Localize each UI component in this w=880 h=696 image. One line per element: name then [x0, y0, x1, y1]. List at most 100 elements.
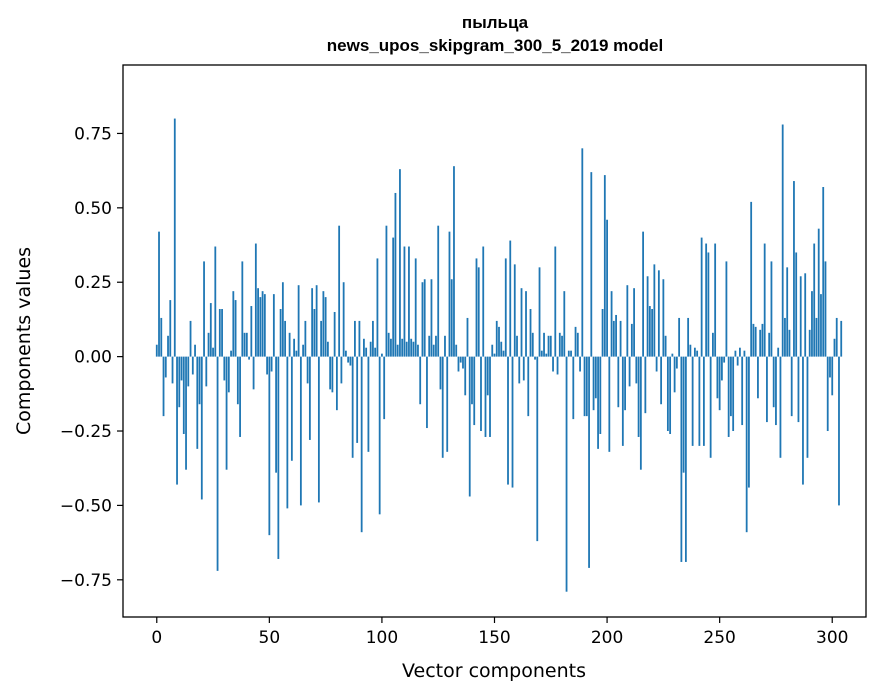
bar-195 — [594, 356, 597, 399]
bar-67 — [306, 356, 309, 384]
bar-161 — [518, 356, 521, 384]
bar-191 — [585, 356, 588, 417]
bar-285 — [797, 356, 800, 423]
bar-204 — [615, 314, 617, 357]
y-tick-label: 0.50 — [74, 199, 112, 219]
bar-4 — [164, 356, 167, 378]
bar-156 — [507, 356, 509, 485]
bar-272 — [768, 332, 771, 357]
bar-71 — [315, 285, 318, 357]
bar-96 — [372, 320, 374, 357]
bar-1 — [158, 231, 160, 357]
bar-198 — [601, 309, 604, 357]
bar-11 — [180, 356, 183, 381]
bar-279 — [784, 317, 786, 357]
bar-43 — [252, 356, 255, 390]
bar-208 — [624, 356, 626, 411]
bar-144 — [480, 356, 482, 432]
plot-frame — [122, 64, 867, 618]
bar-94 — [367, 356, 370, 452]
bar-18 — [196, 356, 199, 449]
bar-82 — [340, 356, 343, 384]
bar-263 — [748, 356, 750, 488]
bar-130 — [448, 231, 451, 357]
bar-178 — [556, 356, 559, 375]
y-tick-label: −0.25 — [60, 422, 112, 442]
bar-231 — [675, 356, 678, 369]
bar-274 — [772, 356, 775, 408]
bar-170 — [538, 267, 541, 357]
y-tick-label: −0.50 — [60, 496, 112, 516]
bar-165 — [527, 356, 530, 417]
bar-3 — [162, 356, 165, 417]
bar-262 — [745, 356, 748, 533]
bar-10 — [178, 356, 181, 408]
bar-255 — [730, 356, 732, 417]
bar-294 — [817, 228, 820, 357]
bar-139 — [468, 356, 471, 497]
bar-65 — [302, 344, 305, 357]
bar-258 — [736, 356, 739, 366]
bar-42 — [250, 306, 253, 357]
bar-6 — [169, 300, 172, 357]
bar-233 — [680, 356, 683, 562]
bar-66 — [304, 320, 307, 357]
bar-68 — [308, 356, 311, 440]
bar-126 — [439, 356, 442, 390]
bar-180 — [561, 335, 563, 357]
bar-61 — [293, 338, 296, 357]
bar-281 — [788, 329, 791, 357]
bar-284 — [795, 252, 798, 357]
bar-241 — [698, 356, 701, 446]
bar-157 — [509, 240, 512, 357]
bar-69 — [311, 288, 314, 357]
bar-93 — [365, 347, 368, 357]
bar-60 — [290, 356, 293, 461]
bar-38 — [241, 261, 244, 357]
bar-74 — [322, 291, 325, 357]
bar-136 — [462, 356, 464, 369]
bar-108 — [399, 169, 401, 357]
bar-25 — [212, 347, 214, 357]
bar-121 — [428, 335, 431, 357]
bar-223 — [657, 270, 660, 357]
bar-203 — [612, 320, 615, 357]
bar-205 — [617, 356, 620, 408]
bar-299 — [829, 356, 831, 378]
bar-55 — [279, 309, 282, 357]
bar-92 — [363, 338, 365, 357]
bar-186 — [574, 326, 577, 357]
bar-256 — [732, 356, 735, 432]
bar-22 — [205, 356, 208, 387]
bar-246 — [709, 356, 712, 458]
x-axis: 0 50 100 150 200 250 300 — [151, 617, 848, 648]
bar-41 — [248, 356, 250, 360]
x-tick-label: 50 — [259, 628, 281, 648]
bar-123 — [432, 344, 435, 357]
bar-2 — [160, 317, 163, 357]
bar-271 — [766, 356, 768, 423]
bar-222 — [655, 356, 658, 372]
bar-229 — [671, 353, 674, 357]
bar-72 — [317, 356, 320, 503]
bar-220 — [651, 309, 654, 357]
bar-16 — [191, 356, 194, 375]
bar-160 — [516, 335, 518, 357]
bar-153 — [500, 341, 503, 357]
bar-217 — [644, 356, 647, 414]
bar-182 — [565, 356, 568, 592]
bar-127 — [441, 356, 444, 458]
bar-242 — [700, 237, 703, 357]
bar-105 — [392, 237, 395, 357]
bar-46 — [259, 297, 262, 357]
bar-252 — [723, 356, 726, 363]
bar-120 — [426, 356, 428, 429]
bar-9 — [176, 356, 178, 485]
bar-28 — [218, 309, 221, 357]
bar-146 — [484, 356, 487, 437]
bar-236 — [687, 317, 690, 357]
bar-102 — [385, 225, 388, 357]
bar-253 — [725, 261, 728, 357]
bar-167 — [531, 332, 534, 357]
bar-141 — [473, 356, 476, 426]
